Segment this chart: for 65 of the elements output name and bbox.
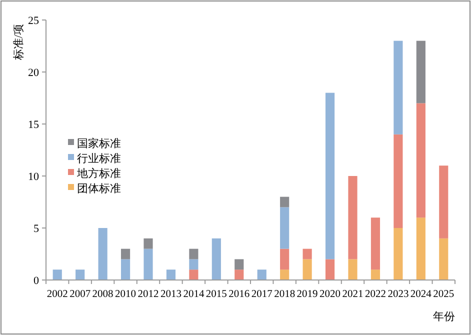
bar — [439, 166, 448, 238]
y-tick-label: 0 — [34, 275, 40, 287]
bar — [120, 248, 130, 260]
bar — [416, 40, 426, 104]
y-axis-title: 标准/项 — [12, 24, 25, 62]
x-tick-label: 2020 — [320, 289, 341, 300]
bar — [439, 238, 448, 280]
legend-label: 行业标准 — [77, 152, 121, 165]
x-tick-label: 2025 — [433, 289, 454, 300]
x-tick-label: 2024 — [410, 289, 432, 300]
legend-label: 团体标准 — [77, 182, 121, 195]
bar — [325, 92, 335, 260]
y-tick-label: 20 — [28, 67, 40, 79]
x-tick-label: 2017 — [251, 289, 272, 300]
bar — [416, 103, 426, 218]
bar — [144, 238, 153, 249]
bar — [234, 259, 244, 270]
bar — [189, 259, 198, 270]
bar — [120, 259, 130, 280]
bar — [370, 218, 380, 270]
x-tick-label: 2010 — [115, 289, 136, 300]
bar — [166, 270, 176, 280]
x-tick-label: 2019 — [296, 289, 318, 300]
bar — [394, 40, 403, 134]
bar — [257, 270, 266, 280]
bar — [144, 248, 153, 280]
bar — [370, 270, 380, 280]
x-tick-label: 2012 — [138, 289, 159, 300]
x-tick-label: 2002 — [46, 289, 68, 300]
bar — [394, 228, 403, 280]
bar — [348, 259, 358, 280]
bar — [302, 248, 312, 260]
bar — [416, 218, 426, 280]
bar — [280, 207, 290, 249]
x-tick-label: 2014 — [183, 289, 205, 300]
x-tick-label: 2022 — [364, 289, 386, 300]
bar — [189, 248, 198, 260]
y-tick-label: 25 — [28, 15, 40, 27]
x-tick-label: 2007 — [70, 289, 91, 300]
x-tick-label: 2013 — [160, 289, 182, 300]
y-tick-label: 5 — [34, 223, 40, 235]
y-tick-label: 15 — [28, 119, 40, 131]
bar — [394, 134, 403, 228]
bar — [280, 270, 290, 280]
x-tick-label: 2023 — [388, 289, 409, 300]
x-tick-label: 2008 — [92, 289, 114, 300]
bar — [280, 248, 290, 270]
bar — [98, 228, 108, 280]
bar — [76, 270, 85, 280]
bar — [302, 259, 312, 280]
bar — [280, 196, 290, 208]
bar — [325, 259, 335, 280]
x-tick-label: 2016 — [228, 289, 250, 300]
bar — [234, 270, 244, 280]
bar — [52, 270, 62, 280]
legend-label: 地方标准 — [76, 167, 121, 180]
y-tick-label: 10 — [28, 171, 40, 183]
x-tick-label: 2015 — [206, 289, 227, 300]
x-tick-label: 2018 — [274, 289, 296, 300]
x-tick-label: 2021 — [342, 289, 364, 300]
bar — [212, 238, 221, 280]
bar — [189, 270, 198, 280]
x-axis-title: 年份 — [433, 311, 455, 323]
legend-label: 国家标准 — [77, 137, 121, 150]
bar — [348, 176, 358, 260]
